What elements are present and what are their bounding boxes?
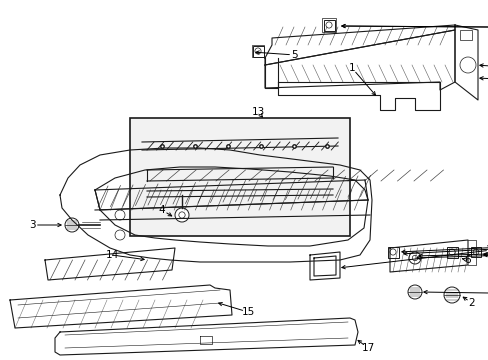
Text: 6: 6 — [464, 255, 470, 265]
Text: 13: 13 — [251, 107, 264, 117]
Bar — [323, 19, 334, 31]
Text: 15: 15 — [241, 307, 254, 317]
Circle shape — [408, 252, 420, 264]
Circle shape — [325, 21, 332, 29]
Bar — [470, 247, 480, 257]
Text: 2: 2 — [468, 298, 474, 308]
Bar — [459, 30, 471, 40]
Text: 5: 5 — [291, 50, 298, 60]
Bar — [130, 118, 349, 236]
Circle shape — [175, 208, 189, 222]
Text: 3: 3 — [29, 220, 35, 230]
Bar — [446, 247, 457, 257]
Text: 12: 12 — [485, 245, 488, 255]
Bar — [252, 45, 263, 57]
Text: 17: 17 — [361, 343, 374, 353]
Text: 1: 1 — [348, 63, 355, 73]
Text: 4: 4 — [159, 205, 165, 215]
Circle shape — [65, 218, 79, 232]
Bar — [321, 18, 335, 32]
Circle shape — [407, 285, 421, 299]
Circle shape — [254, 48, 261, 54]
Bar — [386, 247, 398, 257]
Circle shape — [443, 287, 459, 303]
Text: 14: 14 — [105, 250, 119, 260]
Bar — [251, 45, 264, 57]
